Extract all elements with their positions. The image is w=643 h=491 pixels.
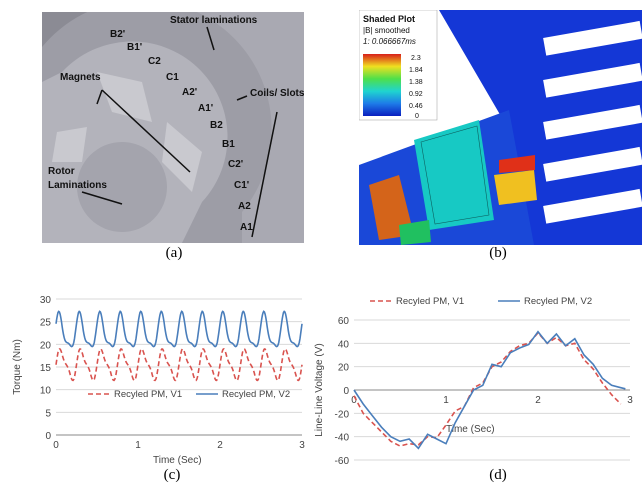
y-tick-label: 30 <box>40 295 52 306</box>
y-tick-label: 0 <box>45 431 51 442</box>
y-tick-label: -20 <box>335 409 350 420</box>
y-tick-label: 5 <box>45 408 51 419</box>
slot-label: C2' <box>228 159 243 170</box>
y-tick-label: -40 <box>335 433 350 444</box>
label-coils: Coils/ Slots <box>250 88 304 99</box>
x-tick-label: 1 <box>443 395 449 406</box>
series-line-2 <box>353 330 626 450</box>
x-tick-label: 0 <box>53 440 59 451</box>
y-axis-label: Line-Line Voltage (V) <box>314 343 325 436</box>
scale-tick: 0.46 <box>409 103 423 110</box>
magnet-2 <box>162 122 202 192</box>
y-tick-label: 20 <box>40 340 52 351</box>
stator-teeth <box>543 20 643 224</box>
x-axis-label: Time (Sec) <box>446 424 495 435</box>
y-tick-label: 0 <box>343 386 349 397</box>
y-tick-label: 20 <box>338 363 350 374</box>
scale-tick: 1.38 <box>409 79 423 86</box>
x-tick-label: 3 <box>299 440 305 451</box>
legend-entry: Recyled PM, V2 <box>524 296 592 307</box>
y-tick-label: 40 <box>338 339 350 350</box>
x-tick-label: 1 <box>135 440 141 451</box>
slot-label: C1' <box>234 180 249 191</box>
legend-title: Shaded Plot <box>363 14 415 24</box>
x-tick-label: 2 <box>535 395 541 406</box>
y-tick-label: 25 <box>40 318 52 329</box>
color-scale <box>363 54 401 116</box>
panel-d-voltage-chart: -60 -40 -20 0 20 40 60 0 1 2 3 Time (Sec) Line-Line … <box>310 292 640 469</box>
scale-tick: 0 <box>415 113 419 120</box>
y-tick-label: 10 <box>40 386 52 397</box>
caption-b: (b) <box>489 245 507 261</box>
label-rotor-2: Laminations <box>48 180 107 191</box>
legend-time: 1: 0.066667ms <box>363 37 416 46</box>
slot-label: B2' <box>110 29 125 40</box>
motor-cross-section: Stator laminations Magnets Coils/ Slots … <box>28 0 305 278</box>
caption-a: (a) <box>165 245 183 261</box>
label-magnets: Magnets <box>60 72 101 83</box>
legend-entry: Recyled PM, V1 <box>114 389 182 400</box>
y-tick-label: 15 <box>40 363 52 374</box>
slot-label: C1 <box>166 72 179 83</box>
y-tick-label: -60 <box>335 456 350 467</box>
legend-entry: Recyled PM, V2 <box>222 389 290 400</box>
slot-label: B2 <box>210 120 223 131</box>
slot-label: A2' <box>182 87 197 98</box>
x-tick-label: 3 <box>627 395 633 406</box>
caption-c: (c) <box>163 467 181 483</box>
slot-label: A1' <box>198 103 213 114</box>
scale-tick: 2.3 <box>411 55 421 62</box>
caption-d: (d) <box>489 467 507 483</box>
label-rotor-1: Rotor <box>48 166 75 177</box>
scale-tick: 0.92 <box>409 91 423 98</box>
magnet-1 <box>97 72 152 122</box>
x-tick-label: 0 <box>351 395 357 406</box>
slot-label: C2 <box>148 56 161 67</box>
panel-b-flux-plot: Shaded Plot |B| smoothed 1: 0.066667ms 2… <box>358 9 643 245</box>
legend-entry: Recyled PM, V1 <box>396 296 464 307</box>
torque-chart: 0 5 10 15 20 25 30 0 1 2 3 Time (Sec) Torque (Nm) Rec… <box>12 295 305 466</box>
flux-density-plot: Shaded Plot |B| smoothed 1: 0.066667ms 2… <box>358 9 643 245</box>
y-tick-label: 60 <box>338 316 350 327</box>
label-stator: Stator laminations <box>170 15 258 26</box>
panel-a-geometry: Stator laminations Magnets Coils/ Slots … <box>28 0 305 278</box>
y-axis-label: Torque (Nm) <box>12 339 23 395</box>
series-line-2 <box>55 310 303 348</box>
slot-label: B1 <box>222 139 235 150</box>
x-axis-label: Time (Sec) <box>153 455 202 466</box>
legend-subtitle: |B| smoothed <box>363 26 410 35</box>
panel-c-torque-chart: 0 5 10 15 20 25 30 0 1 2 3 Time (Sec) Torque (Nm) Rec… <box>8 287 306 467</box>
slot-label: B1' <box>127 42 142 53</box>
x-tick-label: 2 <box>217 440 223 451</box>
magnet-3 <box>52 127 87 162</box>
scale-tick: 1.84 <box>409 67 423 74</box>
slot-label: A2 <box>238 201 251 212</box>
slot-label: A1 <box>240 222 253 233</box>
series-line-1 <box>55 348 303 382</box>
